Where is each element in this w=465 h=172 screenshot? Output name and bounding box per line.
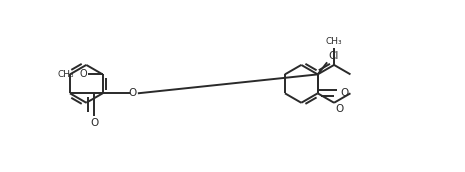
Text: O: O [340,88,349,98]
Text: O: O [128,88,137,98]
Text: O: O [336,105,344,115]
Text: O: O [91,118,99,128]
Text: CH₃: CH₃ [58,70,74,79]
Text: CH₃: CH₃ [326,37,342,46]
Text: O: O [80,69,87,79]
Text: Cl: Cl [328,51,339,61]
